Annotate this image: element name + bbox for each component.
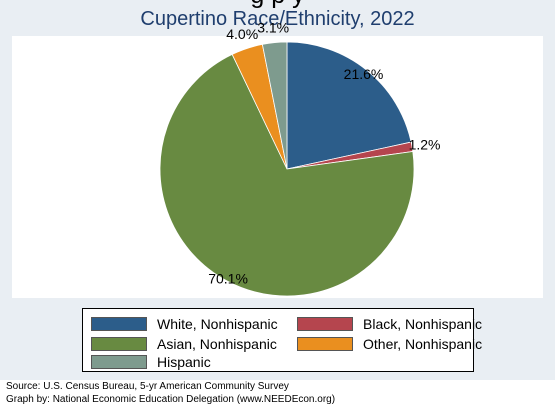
- source-footnote: Source: U.S. Census Bureau, 5-yr America…: [6, 381, 289, 392]
- chart-title: Cupertino Race/Ethnicity, 2022: [140, 8, 415, 30]
- slice-label-asian: 70.1%: [208, 271, 248, 287]
- legend-label-asian: Asian, Nonhispanic: [157, 336, 277, 352]
- legend-item-other: Other, Nonhispanic: [297, 335, 482, 353]
- legend-item-asian: Asian, Nonhispanic: [91, 335, 277, 353]
- legend-swatch-black: [297, 317, 353, 331]
- slice-label-white: 21.6%: [344, 66, 384, 82]
- slice-label-hispanic: 3.1%: [257, 19, 289, 35]
- legend-item-hispanic: Hispanic: [91, 353, 211, 371]
- slice-label-black: 1.2%: [409, 137, 441, 153]
- cutoff-heading-text: g p y: [0, 0, 555, 10]
- legend-label-other: Other, Nonhispanic: [363, 336, 483, 352]
- legend-item-white: White, Nonhispanic: [91, 315, 278, 333]
- graph-by-footnote: Graph by: National Economic Education De…: [6, 394, 336, 405]
- legend-swatch-hispanic: [91, 355, 147, 369]
- legend-label-white: White, Nonhispanic: [157, 316, 278, 332]
- legend-label-hispanic: Hispanic: [157, 354, 211, 370]
- pie-slice-white: [286, 41, 412, 170]
- pie-slice-asian: [159, 53, 415, 297]
- legend-swatch-white: [91, 317, 147, 331]
- legend-swatch-other: [297, 337, 353, 351]
- legend: White, Nonhispanic Black, Nonhispanic As…: [82, 308, 482, 372]
- legend-label-black: Black, Nonhispanic: [363, 316, 483, 332]
- slice-label-other: 4.0%: [226, 26, 258, 42]
- legend-swatch-asian: [91, 337, 147, 351]
- legend-item-black: Black, Nonhispanic: [297, 315, 482, 333]
- pie-slice-hispanic: [261, 41, 288, 170]
- pie-chart: 21.6% 1.2% 70.1% 4.0% 3.1%: [159, 19, 441, 297]
